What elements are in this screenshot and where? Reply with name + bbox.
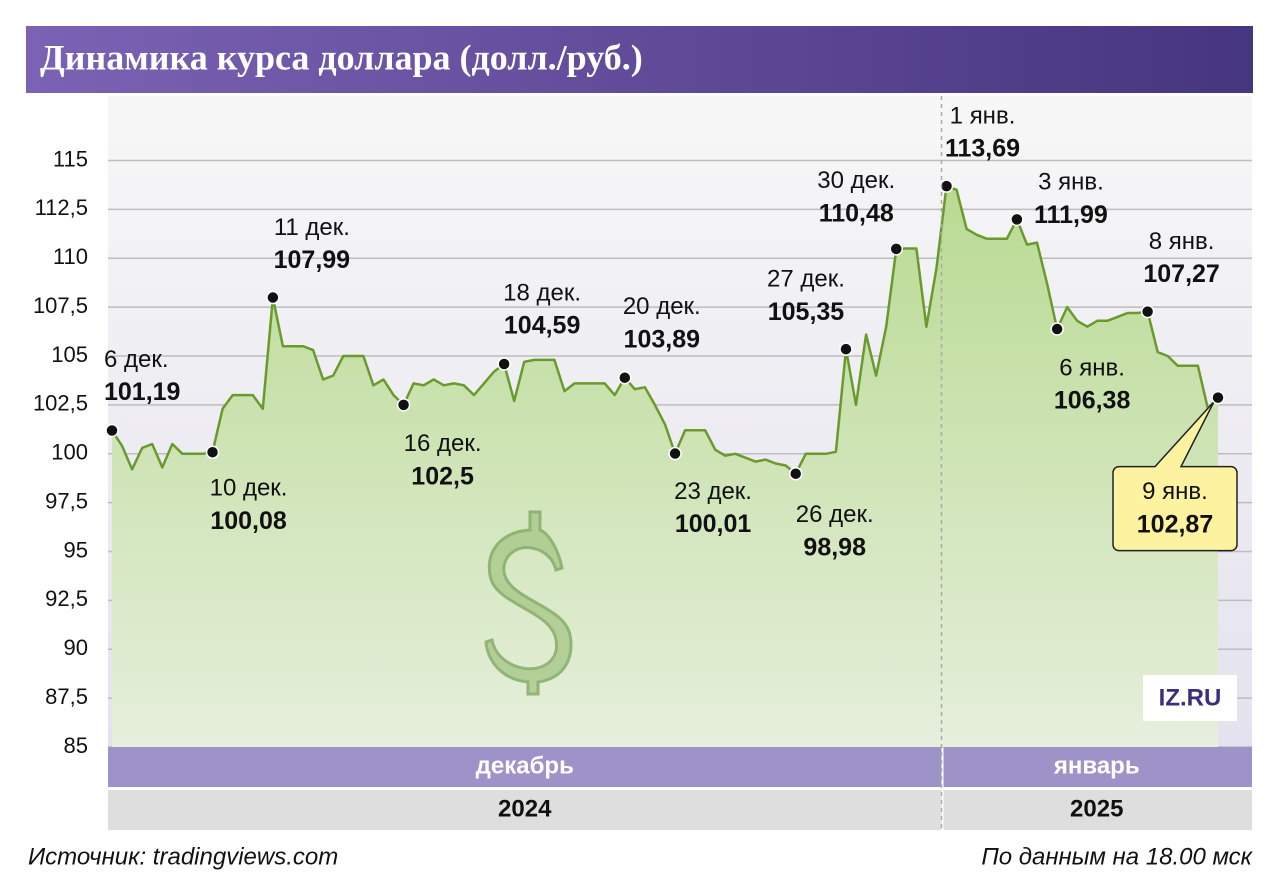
point-label: 6 янв. <box>1059 354 1125 381</box>
point <box>105 423 119 438</box>
source: Источник: tradingviews.com <box>28 843 338 870</box>
marks-layer: 6 дек. 101,19 10 дек. 100,08 11 дек. 107,99 16… <box>104 102 1238 561</box>
point-label: 27 дек. <box>767 266 845 293</box>
value-label: 111,99 <box>1034 201 1108 229</box>
value-label: 107,99 <box>274 246 350 274</box>
y-tick-label: 95 <box>64 537 88 562</box>
year-label: 2025 <box>1070 795 1123 822</box>
y-tick-label: 97,5 <box>45 488 88 513</box>
point <box>1211 390 1225 405</box>
area-fill <box>112 186 1218 748</box>
point <box>205 445 220 459</box>
y-tick-label: 87,5 <box>45 684 88 709</box>
callout-box <box>1112 401 1238 552</box>
value-label: 107,27 <box>1143 260 1219 288</box>
point-label: 18 дек. <box>503 279 581 306</box>
y-tick-label: 112,5 <box>35 195 88 220</box>
logo-box <box>1143 675 1237 721</box>
value-label: 98,98 <box>803 533 866 561</box>
year-band <box>108 790 942 830</box>
note: По данным на 18.00 мск <box>981 843 1253 870</box>
point-label: 23 дек. <box>674 478 752 505</box>
value-label: 113,69 <box>945 135 1020 163</box>
y-tick-label: 110 <box>53 244 88 269</box>
point-label: 10 дек. <box>210 475 288 502</box>
y-tick-label: 85 <box>64 733 88 758</box>
value-label: 104,59 <box>504 312 580 340</box>
y-tick-label: 100 <box>51 440 88 465</box>
point-label: 16 дек. <box>404 430 482 457</box>
logo: IZ.RU <box>1159 684 1222 711</box>
line <box>110 184 1219 475</box>
year-label: 2024 <box>498 795 552 822</box>
point <box>1140 304 1155 319</box>
point-label: 20 дек. <box>623 293 701 320</box>
point-label: 11 дек. <box>274 214 350 241</box>
y-tick-label: 115 <box>53 146 88 171</box>
point <box>1010 212 1024 227</box>
point <box>668 446 682 461</box>
value-label: 110,48 <box>819 199 894 227</box>
chart-title: Динамика курса доллара (долл./руб.) <box>40 37 643 77</box>
area-layer <box>110 184 1219 748</box>
dollar-icon <box>484 510 573 696</box>
y-tick-label: 90 <box>64 635 88 660</box>
point <box>1050 322 1064 336</box>
month-label: декабрь <box>476 752 574 779</box>
value-label: 102,5 <box>411 462 474 490</box>
month-label: январь <box>1053 752 1140 779</box>
value-label: 101,19 <box>104 378 180 406</box>
point-label: 30 дек. <box>817 167 895 194</box>
value-label: 105,35 <box>768 298 845 326</box>
point-label: 9 янв. <box>1142 478 1208 505</box>
point <box>497 357 511 371</box>
y-tick-label: 107,5 <box>33 293 88 318</box>
month-band <box>108 747 942 787</box>
point-label: 8 янв. <box>1149 228 1215 255</box>
year-band <box>943 790 1252 830</box>
value-label: 100,01 <box>675 510 752 538</box>
y-tick-label: 105 <box>51 342 88 367</box>
value-label: 102,87 <box>1137 510 1213 538</box>
y-tick-label: 92,5 <box>45 586 88 611</box>
point-label: 1 янв. <box>950 102 1016 129</box>
title-bar <box>26 26 1253 93</box>
point <box>266 290 280 305</box>
point <box>939 179 954 193</box>
point <box>618 370 632 385</box>
month-band <box>943 747 1252 787</box>
point-label: 3 янв. <box>1038 169 1104 196</box>
value-label: 103,89 <box>624 325 700 353</box>
y-tick-label: 102,5 <box>33 391 88 416</box>
value-label: 100,08 <box>210 507 287 535</box>
point <box>788 466 803 481</box>
value-label: 106,38 <box>1054 387 1131 415</box>
point-label: 26 дек. <box>796 501 874 528</box>
point <box>889 242 904 256</box>
point-label: 6 дек. <box>104 346 169 373</box>
point <box>839 342 853 356</box>
point <box>396 398 411 412</box>
